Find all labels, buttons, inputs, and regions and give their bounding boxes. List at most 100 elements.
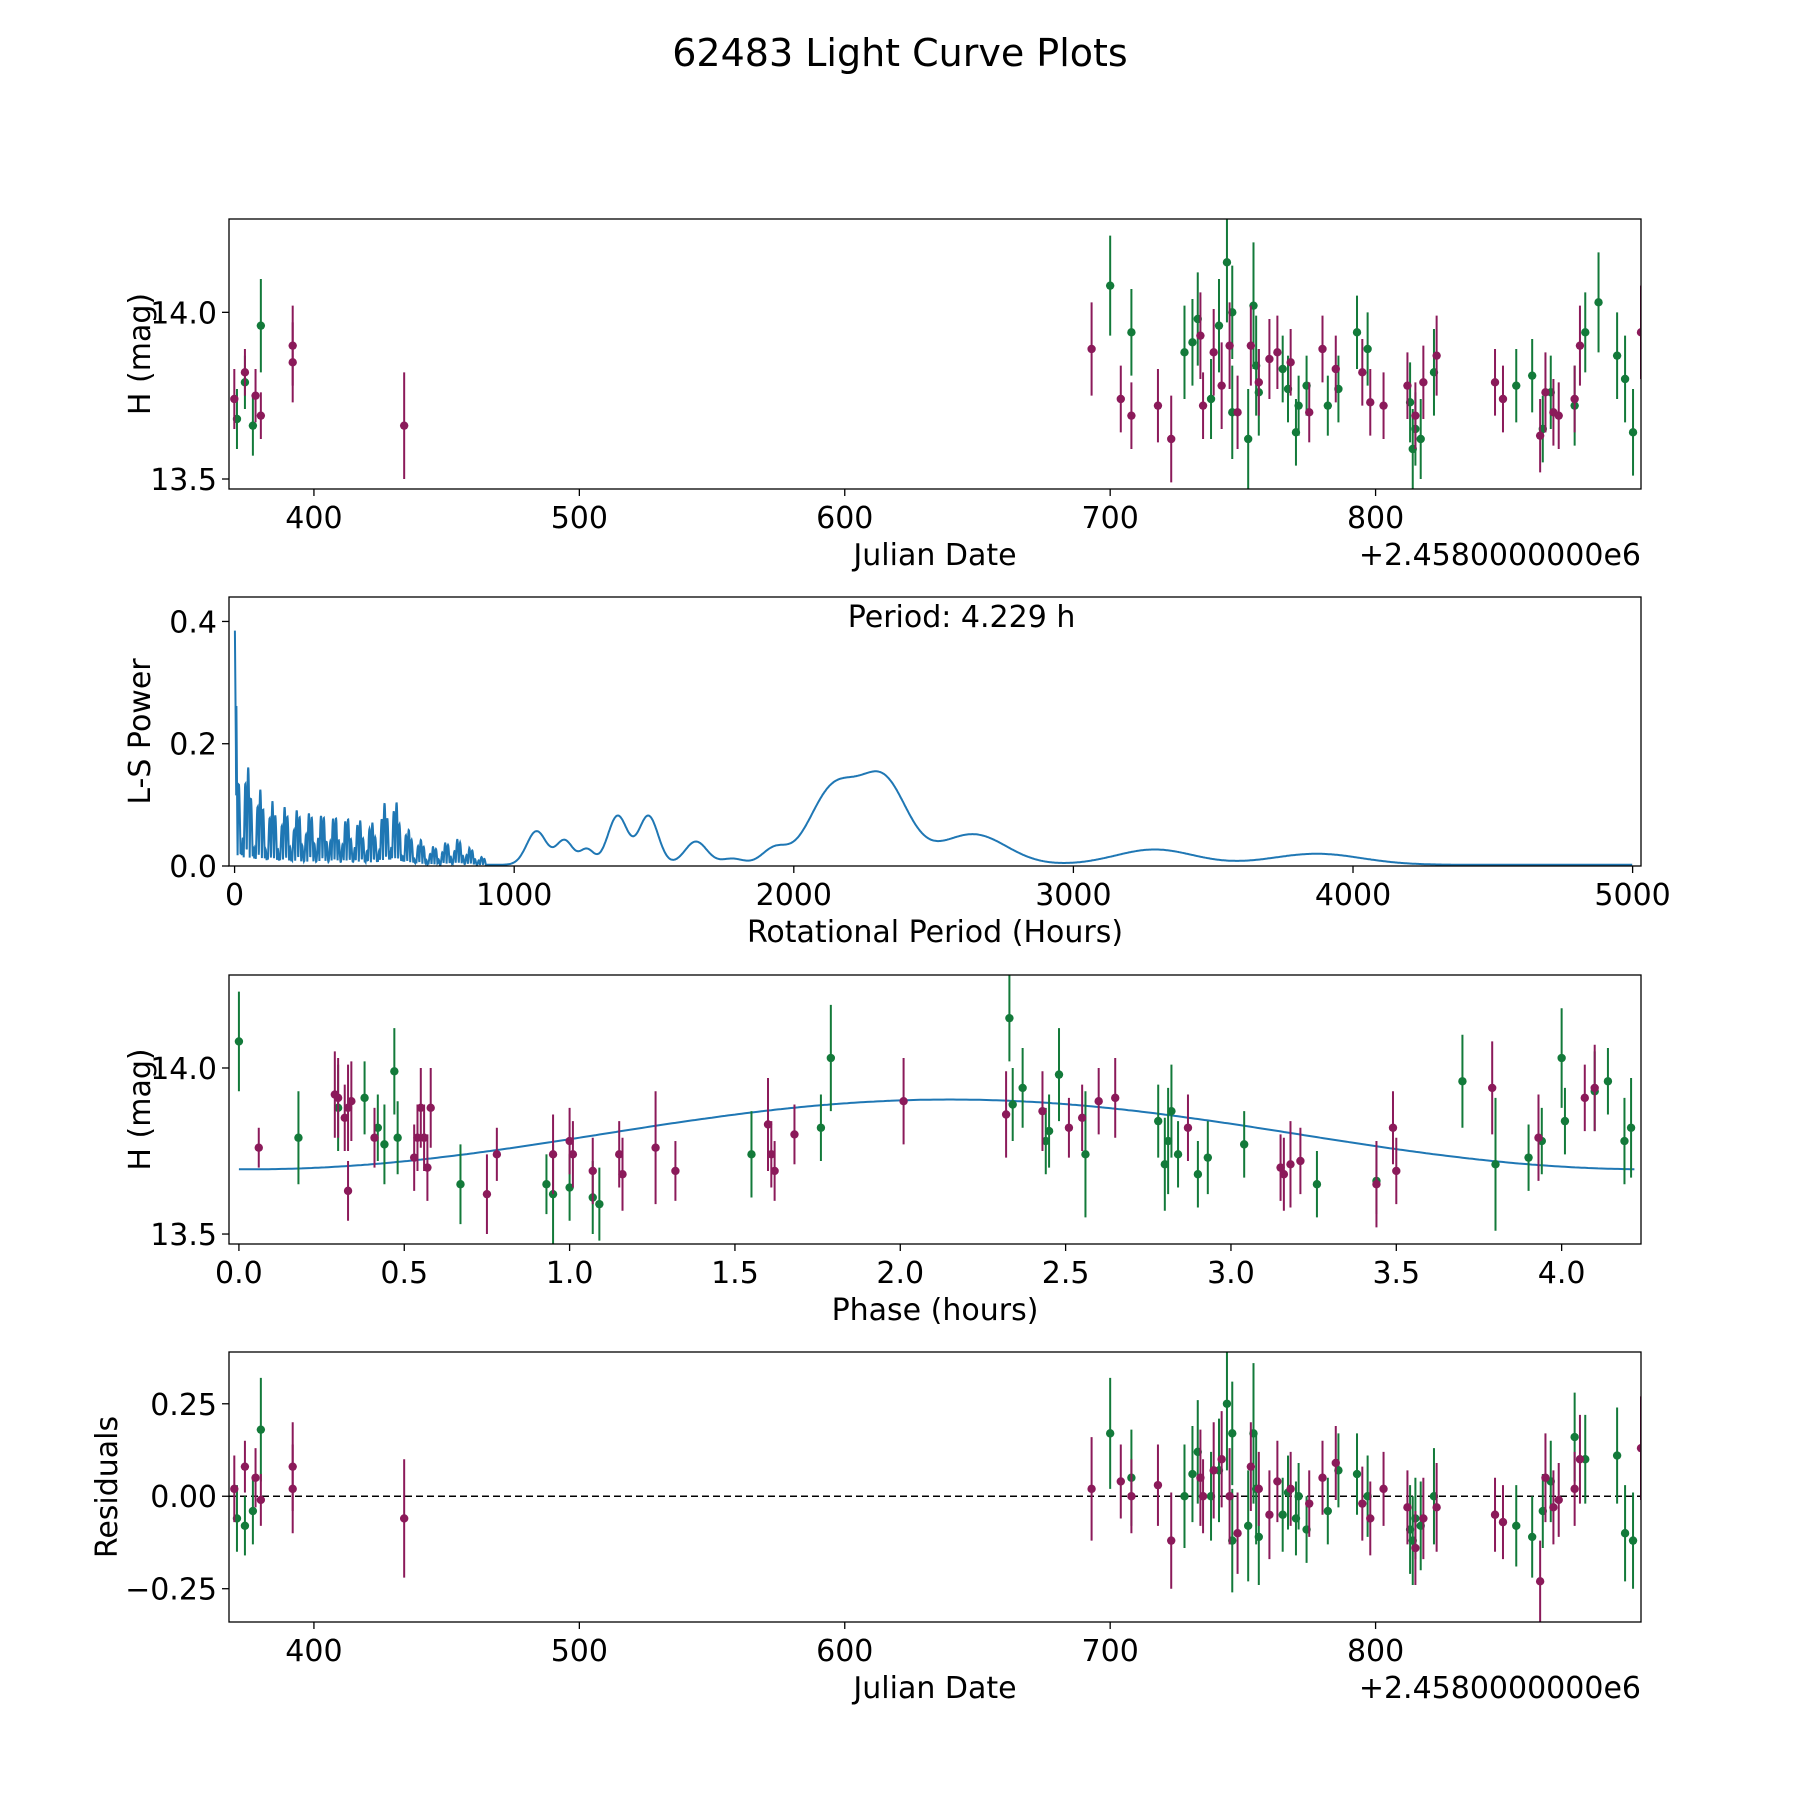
plot-area [230, 219, 1641, 489]
y-tick-label: 0.2 [169, 728, 217, 763]
data-point [1153, 401, 1163, 410]
data-point [413, 1133, 422, 1142]
data-point [1411, 1543, 1420, 1553]
data-point [1273, 348, 1282, 357]
data-point [393, 1133, 402, 1142]
data-point [1352, 328, 1362, 337]
data-point [763, 1120, 773, 1129]
phased-light-curve-panel: 0.0 0.5 1.0 1.5 2.0 2.5 3.0 3.5 4.0 13.5 14.0 Phase… [123, 974, 1642, 1328]
data-point [1209, 348, 1218, 357]
data-point [1628, 1536, 1638, 1545]
x-tick-label: 3000 [1035, 878, 1111, 913]
data-point [1167, 1536, 1176, 1545]
data-point [1127, 411, 1136, 420]
data-point [1305, 408, 1314, 417]
y-tick-label: 0.25 [150, 1388, 217, 1423]
data-point [1188, 338, 1197, 347]
data-point [1541, 1473, 1550, 1482]
x-tick-label: 5000 [1594, 878, 1670, 913]
data-point [1603, 1077, 1613, 1086]
data-point [565, 1183, 574, 1192]
data-point [1173, 1150, 1183, 1159]
x-tick-label: 600 [816, 1634, 873, 1669]
data-point [1575, 1455, 1585, 1464]
data-point [1411, 411, 1420, 420]
data-point [240, 368, 250, 377]
x-axis-label: Phase (hours) [832, 1293, 1039, 1328]
data-point [1575, 341, 1585, 350]
data-point [399, 1514, 409, 1523]
data-point [1491, 1160, 1500, 1169]
data-point [1273, 1477, 1282, 1486]
data-point [1594, 298, 1603, 307]
x-tick-label: 2.5 [1042, 1256, 1090, 1291]
x-tick-label: 500 [551, 501, 608, 536]
data-point [651, 1143, 660, 1152]
data-point [482, 1189, 492, 1199]
x-tick-label: 4.0 [1538, 1256, 1586, 1291]
data-point [1217, 1455, 1226, 1464]
data-point [1392, 1166, 1401, 1176]
x-tick-label: 400 [285, 501, 342, 536]
data-point [288, 1484, 297, 1494]
data-point [333, 1093, 343, 1103]
data-point [1432, 1503, 1441, 1512]
data-point [1527, 1532, 1537, 1542]
data-point [1318, 1473, 1327, 1482]
data-point [1358, 368, 1367, 377]
data-point [1549, 1503, 1558, 1512]
data-point [1432, 351, 1441, 360]
data-point [1535, 431, 1545, 440]
data-point [1358, 1499, 1367, 1508]
data-point [588, 1166, 597, 1176]
data-point [1286, 1484, 1295, 1494]
data-point [1363, 344, 1372, 354]
figure-title: 62483 Light Curve Plots [672, 31, 1127, 75]
axes-frame [228, 1351, 1642, 1623]
y-tick-label: 13.5 [150, 1218, 217, 1253]
data-point [1233, 408, 1242, 417]
x-tick-label: 400 [285, 1634, 342, 1669]
data-point [1214, 321, 1224, 330]
data-point [1008, 1100, 1017, 1109]
data-point [1279, 1170, 1289, 1179]
data-point [1064, 1123, 1074, 1132]
data-point [1498, 394, 1508, 404]
data-point [899, 1096, 908, 1106]
data-point [1180, 1492, 1189, 1501]
data-point [542, 1180, 551, 1189]
data-point [1077, 1113, 1087, 1123]
data-point [1487, 1083, 1497, 1093]
data-point [615, 1150, 624, 1159]
data-point [1554, 411, 1563, 420]
data-point [1154, 1116, 1163, 1126]
data-point [790, 1130, 799, 1139]
data-point [1570, 1432, 1579, 1442]
y-tick-label: 0.4 [169, 605, 217, 640]
x-tick-label: 0.5 [380, 1256, 428, 1291]
data-point [256, 321, 266, 330]
x-tick-label: 1.0 [546, 1256, 594, 1291]
model-fit-curve [238, 1098, 1635, 1171]
x-tick-label: 3.5 [1372, 1256, 1420, 1291]
series-filter-1 [232, 219, 1638, 489]
data-point [1167, 1106, 1176, 1116]
period-annotation: Period: 4.229 h [848, 600, 1076, 635]
data-point [1286, 1160, 1295, 1169]
plot-area [233, 630, 1633, 866]
data-point [747, 1150, 756, 1159]
data-point [1087, 344, 1096, 354]
data-point [1323, 401, 1333, 410]
data-point [240, 1521, 250, 1531]
data-point [1294, 401, 1303, 410]
data-point [1388, 1123, 1398, 1132]
data-point [343, 1186, 353, 1196]
data-point [360, 1093, 369, 1103]
series-filter-2 [230, 1396, 1641, 1622]
data-point [1305, 1499, 1314, 1508]
data-point [256, 411, 266, 420]
data-point [1636, 1443, 1641, 1453]
data-point [1254, 378, 1264, 387]
data-point [1498, 1517, 1508, 1527]
data-point [1127, 1492, 1136, 1501]
